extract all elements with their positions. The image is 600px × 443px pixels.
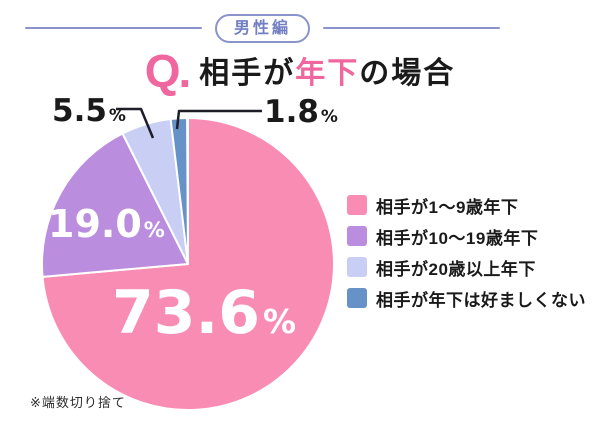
header-divider-right xyxy=(323,27,501,29)
legend-label: 相手が1〜9歳年下 xyxy=(376,197,519,217)
slice-value-1-9: 73.6% xyxy=(112,278,297,348)
pie-chart xyxy=(41,107,335,411)
legend-swatch-lavender xyxy=(347,257,367,277)
legend-swatch-blue xyxy=(347,288,367,308)
leader-line-blue xyxy=(175,109,262,130)
gender-badge: 男性編 xyxy=(215,13,311,43)
footnote: ※端数切り捨て xyxy=(30,395,126,410)
leader-line-lavender xyxy=(116,107,155,139)
legend-item-not-preferred: 相手が年下は好ましくない xyxy=(347,288,586,310)
legend-label: 相手が年下は好ましくない xyxy=(376,290,586,310)
legend-swatch-purple xyxy=(347,226,367,246)
slice-value-20plus: 5.5% xyxy=(52,93,126,129)
legend: 相手が1〜9歳年下 相手が10〜19歳年下 相手が20歳以上年下 相手が年下は好… xyxy=(347,195,586,319)
title-text-1: 相手が xyxy=(199,57,296,90)
legend-item-20plus: 相手が20歳以上年下 xyxy=(347,257,586,279)
page-title: Q. 相手が年下の場合 xyxy=(0,44,600,98)
legend-item-10-19: 相手が10〜19歳年下 xyxy=(347,226,586,248)
legend-label: 相手が20歳以上年下 xyxy=(376,259,536,279)
slice-value-not-preferred: 1.8% xyxy=(264,94,338,130)
title-text-2: の場合 xyxy=(359,57,456,90)
header: 男性編 xyxy=(0,13,600,43)
question-prefix: Q. xyxy=(144,45,192,97)
pie-slices xyxy=(41,117,335,411)
legend-item-1-9: 相手が1〜9歳年下 xyxy=(347,195,586,217)
slice-value-10-19: 19.0% xyxy=(48,202,165,246)
legend-label: 相手が10〜19歳年下 xyxy=(376,228,539,248)
pie-slice xyxy=(41,132,189,278)
header-divider-left xyxy=(25,27,202,29)
title-highlight: 年下 xyxy=(295,57,360,90)
legend-swatch-pink xyxy=(347,195,367,215)
gender-badge-label: 男性編 xyxy=(234,19,292,37)
